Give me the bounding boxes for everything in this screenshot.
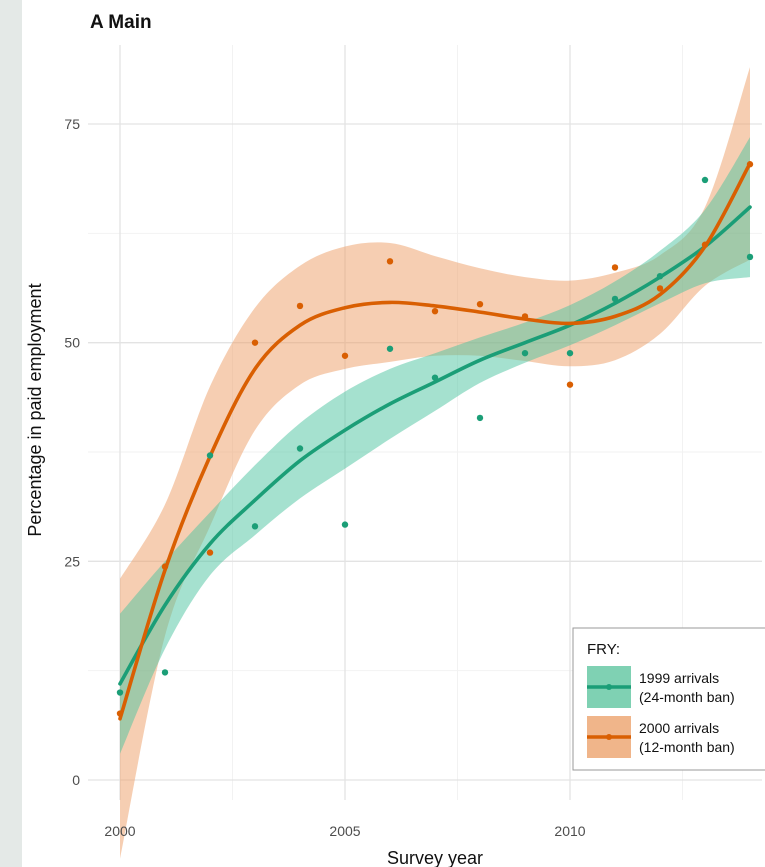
data-point <box>521 349 529 357</box>
data-point <box>251 523 259 530</box>
data-point <box>206 549 214 556</box>
data-point <box>701 241 709 248</box>
data-point <box>386 258 394 265</box>
x-tick-label: 2000 <box>104 823 135 839</box>
y-tick-labels: 0 25 50 75 <box>64 116 80 788</box>
legend-key-point <box>606 734 612 740</box>
legend-label-line1: 2000 arrivals <box>639 720 719 736</box>
data-point <box>206 452 214 459</box>
data-point <box>386 345 394 352</box>
data-point <box>341 352 349 359</box>
data-point <box>566 381 574 388</box>
y-tick-label: 25 <box>64 553 80 569</box>
data-point <box>476 414 484 422</box>
data-point <box>611 264 619 271</box>
data-point <box>341 521 349 528</box>
data-point <box>611 295 619 303</box>
smooth-lines <box>118 161 752 721</box>
y-tick-label: 50 <box>64 335 80 351</box>
x-axis-title: Survey year <box>387 848 483 867</box>
data-point <box>161 669 169 676</box>
legend-key-point <box>606 684 612 690</box>
smooth-line-0 <box>118 205 752 686</box>
data-point <box>251 339 259 346</box>
data-point <box>296 445 304 452</box>
smooth-line-1 <box>118 161 752 721</box>
left-margin-strip <box>0 0 22 867</box>
legend-label-line2: (24-month ban) <box>639 689 735 705</box>
y-tick-label: 0 <box>72 772 80 788</box>
data-points <box>116 161 754 717</box>
data-point <box>296 302 304 310</box>
data-point <box>521 313 529 320</box>
y-axis-title: Percentage in paid employment <box>25 283 45 536</box>
data-point <box>746 161 754 168</box>
data-point <box>116 689 124 696</box>
data-point <box>431 374 439 381</box>
x-tick-label: 2010 <box>554 823 585 839</box>
panel-title: A Main <box>90 12 152 33</box>
legend-label-line1: 1999 arrivals <box>639 670 719 686</box>
data-point <box>701 176 709 184</box>
data-point <box>431 307 439 315</box>
data-point <box>161 563 169 570</box>
y-tick-label: 75 <box>64 116 80 132</box>
data-point <box>746 253 754 261</box>
data-point <box>566 349 574 357</box>
data-point <box>116 710 124 717</box>
legend-title: FRY: <box>587 641 620 658</box>
data-point <box>656 285 664 292</box>
x-tick-label: 2005 <box>329 823 360 839</box>
data-point <box>656 272 664 280</box>
x-tick-labels: 2000 2005 2010 <box>104 823 585 839</box>
legend-label-line2: (12-month ban) <box>639 739 735 755</box>
legend: FRY: 1999 arrivals (24-month ban) 2000 arri… <box>572 627 765 771</box>
data-point <box>476 300 484 308</box>
